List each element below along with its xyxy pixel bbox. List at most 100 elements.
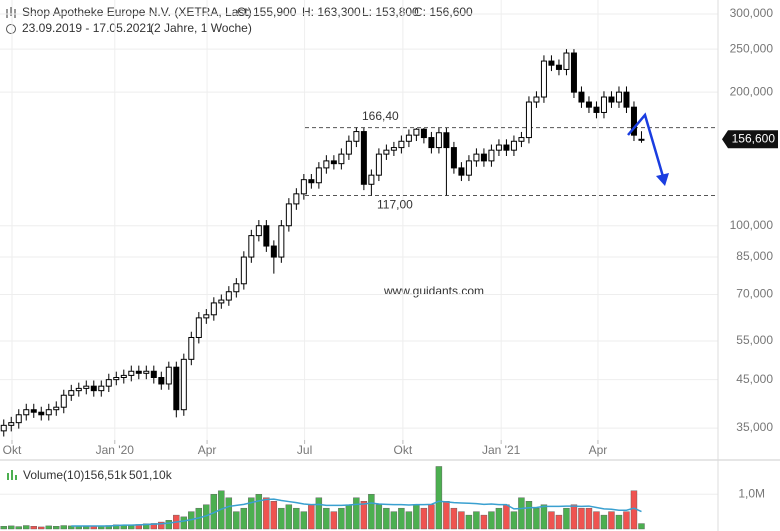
level-label: 117,00 [377, 198, 413, 212]
y-tick-label: 1,0M [738, 486, 765, 500]
candle-body [195, 317, 202, 338]
candle-body [623, 91, 630, 108]
y-tick-label: 250,000 [730, 41, 774, 55]
candle-body [150, 370, 157, 379]
chart-title: Shop Apotheke Europe N.V. (XETRA, Last) [22, 5, 252, 19]
candle-body [548, 60, 555, 66]
candle-body [255, 225, 262, 237]
x-tick-label: Apr [198, 443, 217, 457]
candle-body [435, 132, 442, 149]
candle-body [45, 409, 52, 416]
volume-bar [285, 504, 293, 530]
x-tick-label: Okt [394, 443, 413, 457]
volume-bar [503, 504, 510, 530]
candle-body [390, 147, 397, 151]
candle-body [413, 128, 420, 136]
candle-body [165, 366, 172, 385]
candle-body [398, 140, 405, 149]
volume-bar [383, 507, 390, 530]
candle-body [315, 167, 322, 184]
watermark: www.guidants.com [383, 284, 484, 298]
candle-body [285, 203, 292, 227]
volume-bar [353, 497, 360, 530]
volume-bar [413, 504, 420, 530]
ohlc-open: O: 155,900 [237, 5, 297, 19]
volume-bar [473, 511, 480, 530]
last-price-box [722, 130, 778, 149]
volume-bar [323, 507, 330, 530]
volume-bar [278, 507, 285, 530]
candle-body [360, 131, 367, 185]
volume-bar [555, 514, 563, 530]
volume-bar [465, 514, 473, 530]
candle-body [585, 101, 592, 108]
candle-body [218, 299, 225, 304]
candle-body [540, 60, 547, 98]
ohlc-close: C: 156,600 [414, 5, 473, 19]
candle-body [233, 283, 240, 293]
candle-body [188, 336, 195, 360]
volume-bar [30, 526, 37, 530]
candle-body [128, 370, 135, 376]
candle-body [503, 144, 510, 151]
candle-body [113, 377, 120, 381]
y-tick-label: 100,000 [730, 218, 774, 232]
volume-bar [263, 497, 270, 530]
volume-bar [540, 504, 548, 530]
candle-body [30, 409, 37, 413]
volume-bar [225, 497, 233, 530]
volume-bar [248, 497, 255, 530]
candle-body [278, 225, 285, 258]
volume-bar [420, 507, 428, 530]
volume-bar [38, 526, 45, 530]
volume-bar [368, 494, 375, 530]
clock-icon [6, 24, 16, 34]
candle-body [353, 131, 360, 142]
candle-body [578, 91, 585, 103]
candle-body [383, 149, 390, 155]
candle-body [83, 385, 90, 389]
candle-body [135, 370, 142, 374]
candle-body [450, 147, 457, 169]
forecast-arrow-head [656, 173, 669, 186]
candle-body [510, 140, 517, 151]
candle-body [263, 225, 270, 247]
candle-body [330, 160, 337, 165]
candle-body [563, 52, 570, 70]
candle-body [60, 394, 67, 408]
grid [0, 0, 718, 495]
candle-body [555, 64, 562, 70]
candle-body [23, 409, 30, 416]
candle-body [630, 106, 637, 136]
volume-bar [128, 525, 135, 530]
volume-bar [300, 511, 308, 530]
volume-bar [390, 511, 398, 530]
candle-body [368, 174, 375, 185]
volume-bar [23, 525, 30, 530]
volume-bar [158, 521, 165, 530]
y-tick-label: 45,000 [736, 372, 773, 386]
volume-legend: Volume(10) [23, 468, 84, 482]
volume-bar [563, 507, 570, 530]
volume-bar [375, 504, 383, 530]
volume-average-line [71, 498, 642, 527]
volume-bar [615, 514, 623, 530]
candle-body [420, 128, 427, 139]
candle-body [225, 291, 232, 301]
candle-body [38, 411, 45, 416]
level-label: 166,40 [362, 109, 399, 123]
y-tick-label: 70,000 [736, 287, 773, 301]
candle-body [338, 153, 345, 165]
volume-bar [345, 504, 353, 530]
volume-bar [15, 526, 22, 530]
volume-bar [360, 501, 368, 530]
y-tick-label: 300,000 [730, 6, 774, 20]
candle-body [615, 91, 622, 103]
candle-body [8, 422, 15, 426]
candle-body [638, 138, 645, 141]
date-range: 23.09.2019 - 17.05.2021 [22, 21, 153, 35]
ohlc-high: H: 163,300 [302, 5, 361, 19]
volume-bar [398, 507, 405, 530]
volume-bar [510, 511, 518, 530]
